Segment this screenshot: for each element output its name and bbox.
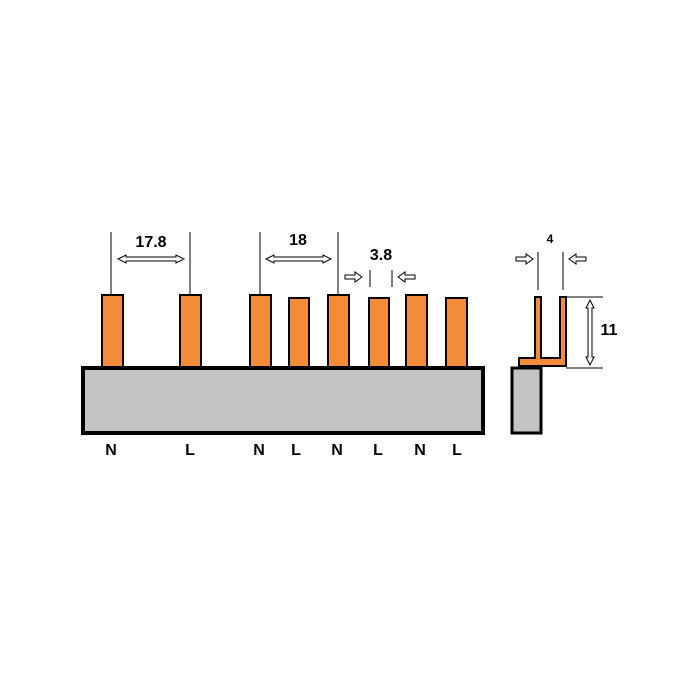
side-view: 4 11	[510, 232, 618, 435]
dimension-17-8: 17.8	[110, 232, 191, 295]
double-arrow	[264, 254, 333, 264]
pin	[368, 297, 390, 369]
pin-label: N	[253, 442, 265, 459]
arrow	[515, 253, 534, 265]
busbar-body	[81, 366, 485, 435]
pin	[288, 297, 310, 369]
dimension-label: 4	[547, 232, 554, 246]
dimension-label: 17.8	[135, 234, 166, 251]
pin	[101, 294, 124, 369]
dimension-3-8: 3.8	[344, 247, 416, 287]
pin-label: L	[185, 442, 195, 459]
pin-label: L	[373, 442, 383, 459]
dimension-18: 18	[259, 232, 339, 295]
arrow	[397, 271, 416, 283]
pin-label: N	[105, 442, 117, 459]
dimension-label: 3.8	[370, 247, 392, 264]
arrow	[344, 271, 363, 283]
pin-label: L	[452, 442, 462, 459]
double-arrow	[116, 254, 186, 264]
pin	[179, 294, 202, 369]
pin	[327, 294, 350, 369]
arrow	[568, 253, 587, 265]
pin-label: N	[331, 442, 343, 459]
double-arrow	[585, 298, 595, 367]
pin-label: L	[291, 442, 301, 459]
pin	[249, 294, 272, 369]
pins	[101, 294, 468, 369]
side-body	[510, 366, 543, 435]
pin-label: N	[414, 442, 426, 459]
pin	[405, 294, 428, 369]
dimension-label: 18	[289, 232, 307, 249]
pin	[445, 297, 468, 369]
dimension-label: 11	[601, 322, 618, 339]
